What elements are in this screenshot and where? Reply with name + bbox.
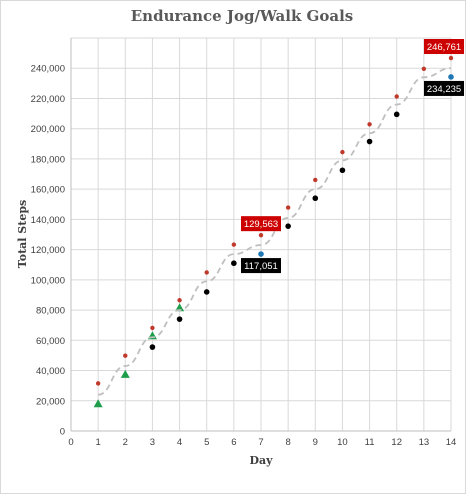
y-tick-label: 80,000 [36,306,65,317]
y-tick-label: 180,000 [31,154,65,165]
y-tick-label: 160,000 [31,185,65,196]
y-tick-label: 120,000 [31,245,65,256]
data-point [339,167,346,174]
goal-point [95,381,101,386]
x-tick-label: 9 [313,437,318,448]
x-tick-label: 14 [446,437,457,448]
callout-box [241,216,281,232]
y-tick-label: 200,000 [31,124,65,135]
triangle-point [93,399,103,408]
x-tick-label: 6 [231,437,236,448]
callout-label: 129,563 [244,219,278,230]
goal-point [394,94,399,99]
data-point [203,289,210,295]
x-tick-labels: 0 1 2 3 4 5 6 7 8 9 10 11 12 13 14 [68,437,456,448]
callout-box [424,39,464,55]
x-tick-label: 5 [204,437,209,448]
x-tick-label: 0 [68,437,73,448]
callout-label: 246,761 [427,42,461,53]
x-tick-label: 3 [150,437,155,448]
data-point [258,251,264,257]
grid-lines [71,37,452,431]
callout-box [241,258,281,274]
goal-point [340,149,345,155]
goal-point [204,270,209,275]
x-tick-label: 2 [123,437,128,448]
y-tick-labels: 0 20,000 40,000 60,000 80,000 100,000 120,000 1… [31,64,65,438]
y-tick-label: 0 [60,427,65,438]
data-point [176,316,183,322]
y-tick-label: 220,000 [31,94,65,105]
data-point [393,111,400,118]
y-tick-label: 60,000 [36,336,65,347]
goal-point [177,298,182,303]
data-point [285,223,291,229]
y-tick-label: 40,000 [36,366,65,377]
x-tick-label: 12 [391,437,402,448]
x-tick-label: 11 [365,437,375,448]
data-callouts: 129,563 117,051 246,761 234,235 [241,39,464,274]
y-tick-label: 20,000 [36,396,65,407]
data-point [366,138,373,145]
goal-point [285,205,291,210]
data-point [448,74,454,80]
goal-point [231,242,237,247]
y-axis-title: Total Steps [16,200,29,268]
data-point [312,195,319,202]
y-tick-label: 240,000 [31,64,65,75]
y-tick-label: 100,000 [31,275,65,286]
goal-point [123,353,128,358]
triangle-point [175,303,185,312]
callout-label: 234,235 [427,84,461,95]
data-marks [93,55,454,408]
data-point [149,344,156,350]
goal-point [448,55,454,61]
x-tick-label: 8 [285,437,290,448]
data-point [231,260,237,267]
x-tick-label: 4 [177,437,182,448]
chart-title: Endurance Jog/Walk Goals [131,7,353,25]
x-tick-label: 1 [95,437,100,448]
goal-point [150,325,155,331]
goal-point [421,66,427,72]
goal-point [313,177,318,183]
trend-line [97,67,452,396]
x-tick-label: 10 [337,437,348,448]
goal-point [367,122,372,127]
x-axis-title: Day [249,454,273,467]
y-tick-label: 140,000 [31,215,65,226]
callout-label: 117,051 [244,261,278,272]
x-tick-label: 13 [419,437,430,448]
x-tick-label: 7 [258,437,263,448]
axes [70,38,451,432]
triangle-point [120,369,130,378]
goal-point [258,232,264,238]
callout-box [424,80,464,96]
